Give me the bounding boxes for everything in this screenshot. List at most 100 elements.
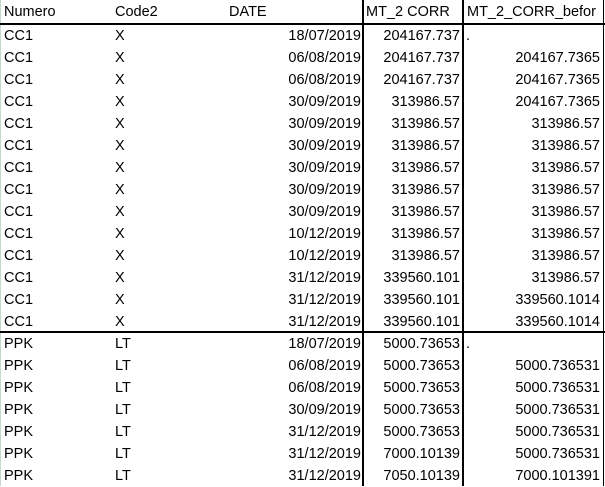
cell-numero[interactable]: CC1	[4, 248, 34, 264]
cell-mt[interactable]: 339560.101	[383, 314, 460, 330]
cell-before[interactable]: 204167.7365	[515, 94, 600, 110]
cell-code2[interactable]: X	[115, 226, 125, 242]
cell-code2[interactable]: X	[115, 50, 125, 66]
cell-mt[interactable]: 313986.57	[391, 226, 460, 242]
cell-date[interactable]: 31/12/2019	[288, 468, 361, 484]
cell-date[interactable]: 31/12/2019	[288, 270, 361, 286]
cell-before[interactable]: 313986.57	[531, 138, 600, 154]
cell-before[interactable]: 313986.57	[531, 116, 600, 132]
cell-numero[interactable]: PPK	[4, 358, 34, 374]
cell-mt[interactable]: 339560.101	[383, 292, 460, 308]
cell-code2[interactable]: X	[115, 270, 125, 286]
header-mt-2-corr-befor[interactable]: MT_2_CORR_befor	[467, 4, 596, 20]
cell-code2[interactable]: X	[115, 314, 125, 330]
cell-before[interactable]: 313986.57	[531, 248, 600, 264]
cell-numero[interactable]: CC1	[4, 50, 34, 66]
cell-mt[interactable]: 339560.101	[383, 270, 460, 286]
cell-numero[interactable]: CC1	[4, 314, 34, 330]
cell-mt[interactable]: 5000.73653	[383, 358, 460, 374]
cell-date[interactable]: 06/08/2019	[288, 50, 361, 66]
cell-date[interactable]: 06/08/2019	[288, 358, 361, 374]
cell-date[interactable]: 31/12/2019	[288, 446, 361, 462]
cell-numero[interactable]: CC1	[4, 160, 34, 176]
cell-code2[interactable]: X	[115, 138, 125, 154]
cell-before[interactable]: 313986.57	[531, 270, 600, 286]
cell-date[interactable]: 30/09/2019	[288, 138, 361, 154]
cell-mt[interactable]: 204167.737	[383, 72, 460, 88]
cell-mt[interactable]: 5000.73653	[383, 424, 460, 440]
cell-numero[interactable]: CC1	[4, 292, 34, 308]
cell-mt[interactable]: 5000.73653	[383, 380, 460, 396]
cell-date[interactable]: 06/08/2019	[288, 380, 361, 396]
cell-before[interactable]: 204167.7365	[515, 72, 600, 88]
cell-date[interactable]: 30/09/2019	[288, 160, 361, 176]
cell-code2[interactable]: X	[115, 182, 125, 198]
cell-code2[interactable]: X	[115, 160, 125, 176]
cell-before[interactable]: .	[466, 336, 471, 352]
cell-mt[interactable]: 5000.73653	[383, 336, 460, 352]
cell-code2[interactable]: X	[115, 116, 125, 132]
cell-numero[interactable]: PPK	[4, 380, 34, 396]
cell-before[interactable]: 313986.57	[531, 204, 600, 220]
cell-date[interactable]: 31/12/2019	[288, 314, 361, 330]
cell-date[interactable]: 18/07/2019	[288, 28, 361, 44]
cell-numero[interactable]: CC1	[4, 28, 34, 44]
cell-code2[interactable]: X	[115, 292, 125, 308]
cell-mt[interactable]: 5000.73653	[383, 402, 460, 418]
cell-date[interactable]: 31/12/2019	[288, 424, 361, 440]
cell-before[interactable]: 7000.101391	[515, 468, 600, 484]
cell-date[interactable]: 10/12/2019	[288, 226, 361, 242]
cell-mt[interactable]: 7050.10139	[383, 468, 460, 484]
header-date[interactable]: DATE	[229, 4, 267, 20]
cell-code2[interactable]: LT	[115, 336, 131, 352]
cell-code2[interactable]: LT	[115, 468, 131, 484]
cell-before[interactable]: 5000.736531	[515, 424, 600, 440]
cell-code2[interactable]: LT	[115, 424, 131, 440]
cell-before[interactable]: 5000.736531	[515, 380, 600, 396]
cell-before[interactable]: 339560.1014	[515, 314, 600, 330]
cell-before[interactable]: 5000.736531	[515, 402, 600, 418]
cell-mt[interactable]: 313986.57	[391, 138, 460, 154]
header-numero[interactable]: Numero	[4, 4, 56, 20]
cell-numero[interactable]: PPK	[4, 446, 34, 462]
header-code2[interactable]: Code2	[115, 4, 158, 20]
cell-code2[interactable]: X	[115, 72, 125, 88]
cell-before[interactable]: 313986.57	[531, 182, 600, 198]
cell-date[interactable]: 10/12/2019	[288, 248, 361, 264]
cell-code2[interactable]: LT	[115, 380, 131, 396]
cell-mt[interactable]: 204167.737	[383, 50, 460, 66]
cell-numero[interactable]: CC1	[4, 138, 34, 154]
cell-numero[interactable]: CC1	[4, 72, 34, 88]
cell-numero[interactable]: CC1	[4, 270, 34, 286]
cell-before[interactable]: 339560.1014	[515, 292, 600, 308]
cell-mt[interactable]: 313986.57	[391, 182, 460, 198]
cell-numero[interactable]: PPK	[4, 424, 34, 440]
cell-numero[interactable]: CC1	[4, 94, 34, 110]
cell-code2[interactable]: X	[115, 204, 125, 220]
header-mt-2-corr[interactable]: MT_2 CORR	[366, 4, 450, 20]
cell-numero[interactable]: PPK	[4, 402, 34, 418]
cell-numero[interactable]: CC1	[4, 204, 34, 220]
cell-before[interactable]: 313986.57	[531, 226, 600, 242]
cell-code2[interactable]: LT	[115, 402, 131, 418]
cell-date[interactable]: 30/09/2019	[288, 116, 361, 132]
cell-before[interactable]: 5000.736531	[515, 358, 600, 374]
cell-numero[interactable]: CC1	[4, 182, 34, 198]
cell-numero[interactable]: CC1	[4, 116, 34, 132]
cell-mt[interactable]: 204167.737	[383, 28, 460, 44]
cell-mt[interactable]: 313986.57	[391, 116, 460, 132]
cell-mt[interactable]: 313986.57	[391, 94, 460, 110]
cell-mt[interactable]: 313986.57	[391, 248, 460, 264]
cell-mt[interactable]: 7000.10139	[383, 446, 460, 462]
cell-code2[interactable]: LT	[115, 358, 131, 374]
cell-date[interactable]: 06/08/2019	[288, 72, 361, 88]
cell-numero[interactable]: CC1	[4, 226, 34, 242]
cell-mt[interactable]: 313986.57	[391, 204, 460, 220]
cell-code2[interactable]: X	[115, 94, 125, 110]
cell-before[interactable]: .	[466, 28, 471, 44]
cell-numero[interactable]: PPK	[4, 468, 34, 484]
cell-date[interactable]: 30/09/2019	[288, 182, 361, 198]
cell-code2[interactable]: X	[115, 248, 125, 264]
cell-before[interactable]: 313986.57	[531, 160, 600, 176]
cell-date[interactable]: 31/12/2019	[288, 292, 361, 308]
